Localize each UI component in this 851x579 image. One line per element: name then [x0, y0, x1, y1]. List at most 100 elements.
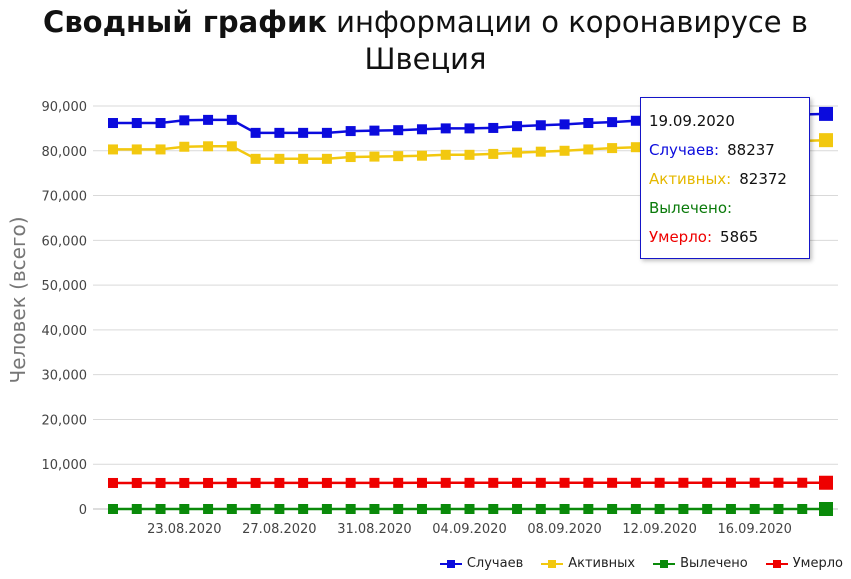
data-point-deaths[interactable] [298, 477, 309, 488]
data-point-active[interactable] [488, 148, 499, 159]
data-point-deaths[interactable] [607, 477, 618, 488]
legend-item-active[interactable]: Активных [541, 556, 635, 571]
data-point-deaths[interactable] [345, 477, 356, 488]
data-point-recovered[interactable] [512, 504, 523, 514]
data-point-recovered[interactable] [274, 504, 285, 514]
data-point-recovered[interactable] [179, 504, 190, 514]
data-point-cases[interactable] [416, 124, 427, 135]
data-point-deaths[interactable] [512, 477, 523, 488]
data-point-recovered[interactable] [654, 504, 665, 514]
data-point-cases[interactable] [464, 123, 475, 134]
data-point-recovered[interactable] [607, 504, 618, 514]
data-point-cases[interactable] [583, 118, 594, 129]
data-point-recovered[interactable] [819, 502, 833, 516]
data-point-active[interactable] [464, 149, 475, 160]
data-point-cases[interactable] [512, 121, 523, 132]
data-point-recovered[interactable] [345, 504, 356, 514]
data-point-recovered[interactable] [369, 504, 380, 514]
data-point-cases[interactable] [819, 106, 833, 121]
data-point-active[interactable] [250, 153, 261, 164]
data-point-recovered[interactable] [630, 504, 641, 514]
data-point-deaths[interactable] [749, 477, 760, 488]
data-point-recovered[interactable] [535, 504, 546, 514]
data-point-cases[interactable] [393, 125, 404, 136]
data-point-deaths[interactable] [369, 477, 380, 488]
data-point-recovered[interactable] [773, 504, 784, 514]
data-point-recovered[interactable] [416, 504, 427, 514]
data-point-cases[interactable] [559, 119, 570, 130]
legend-item-recovered[interactable]: Вылечено [653, 556, 748, 571]
data-point-cases[interactable] [630, 115, 641, 126]
data-point-active[interactable] [416, 150, 427, 161]
data-point-deaths[interactable] [725, 477, 736, 488]
data-point-deaths[interactable] [226, 477, 237, 488]
data-point-recovered[interactable] [131, 504, 142, 514]
data-point-deaths[interactable] [535, 477, 546, 488]
data-point-deaths[interactable] [440, 477, 451, 488]
data-point-deaths[interactable] [155, 477, 166, 488]
data-point-recovered[interactable] [155, 504, 166, 514]
data-point-recovered[interactable] [108, 504, 118, 514]
data-point-active[interactable] [108, 144, 118, 155]
data-point-active[interactable] [819, 133, 833, 148]
data-point-deaths[interactable] [393, 477, 404, 488]
data-point-active[interactable] [512, 147, 523, 158]
data-point-cases[interactable] [108, 118, 118, 129]
data-point-recovered[interactable] [725, 504, 736, 514]
data-point-cases[interactable] [274, 127, 285, 138]
data-point-cases[interactable] [298, 127, 309, 138]
data-point-deaths[interactable] [819, 475, 833, 490]
data-point-deaths[interactable] [179, 477, 190, 488]
data-point-deaths[interactable] [797, 477, 808, 488]
data-point-active[interactable] [131, 144, 142, 155]
data-point-recovered[interactable] [678, 504, 689, 514]
data-point-recovered[interactable] [203, 504, 214, 514]
data-point-deaths[interactable] [250, 477, 261, 488]
data-point-deaths[interactable] [630, 477, 641, 488]
data-point-recovered[interactable] [393, 504, 404, 514]
data-point-recovered[interactable] [464, 504, 475, 514]
data-point-deaths[interactable] [654, 477, 665, 488]
data-point-active[interactable] [583, 144, 594, 155]
data-point-recovered[interactable] [250, 504, 261, 514]
data-point-cases[interactable] [250, 127, 261, 138]
data-point-cases[interactable] [488, 122, 499, 133]
data-point-active[interactable] [607, 143, 618, 154]
data-point-active[interactable] [226, 141, 237, 152]
data-point-deaths[interactable] [203, 477, 214, 488]
data-point-deaths[interactable] [773, 477, 784, 488]
data-point-recovered[interactable] [797, 504, 808, 514]
data-point-deaths[interactable] [559, 477, 570, 488]
data-point-active[interactable] [393, 151, 404, 162]
data-point-active[interactable] [298, 153, 309, 164]
data-point-deaths[interactable] [274, 477, 285, 488]
data-point-cases[interactable] [607, 117, 618, 128]
data-point-active[interactable] [559, 145, 570, 156]
data-point-active[interactable] [321, 153, 332, 164]
data-point-recovered[interactable] [440, 504, 451, 514]
data-point-active[interactable] [274, 153, 285, 164]
data-point-cases[interactable] [535, 120, 546, 131]
data-point-recovered[interactable] [583, 504, 594, 514]
data-point-deaths[interactable] [131, 477, 142, 488]
data-point-active[interactable] [155, 144, 166, 155]
data-point-deaths[interactable] [678, 477, 689, 488]
data-point-cases[interactable] [155, 118, 166, 129]
data-point-deaths[interactable] [108, 477, 118, 488]
data-point-cases[interactable] [131, 118, 142, 129]
data-point-cases[interactable] [226, 114, 237, 125]
data-point-deaths[interactable] [416, 477, 427, 488]
data-point-deaths[interactable] [583, 477, 594, 488]
data-point-recovered[interactable] [226, 504, 237, 514]
data-point-cases[interactable] [203, 114, 214, 125]
data-point-active[interactable] [179, 141, 190, 152]
legend-item-deaths[interactable]: Умерло [765, 556, 843, 571]
data-point-cases[interactable] [321, 127, 332, 138]
data-point-cases[interactable] [440, 123, 451, 134]
data-point-cases[interactable] [369, 125, 380, 136]
data-point-deaths[interactable] [464, 477, 475, 488]
data-point-active[interactable] [535, 146, 546, 157]
data-point-recovered[interactable] [488, 504, 499, 514]
data-point-deaths[interactable] [702, 477, 713, 488]
